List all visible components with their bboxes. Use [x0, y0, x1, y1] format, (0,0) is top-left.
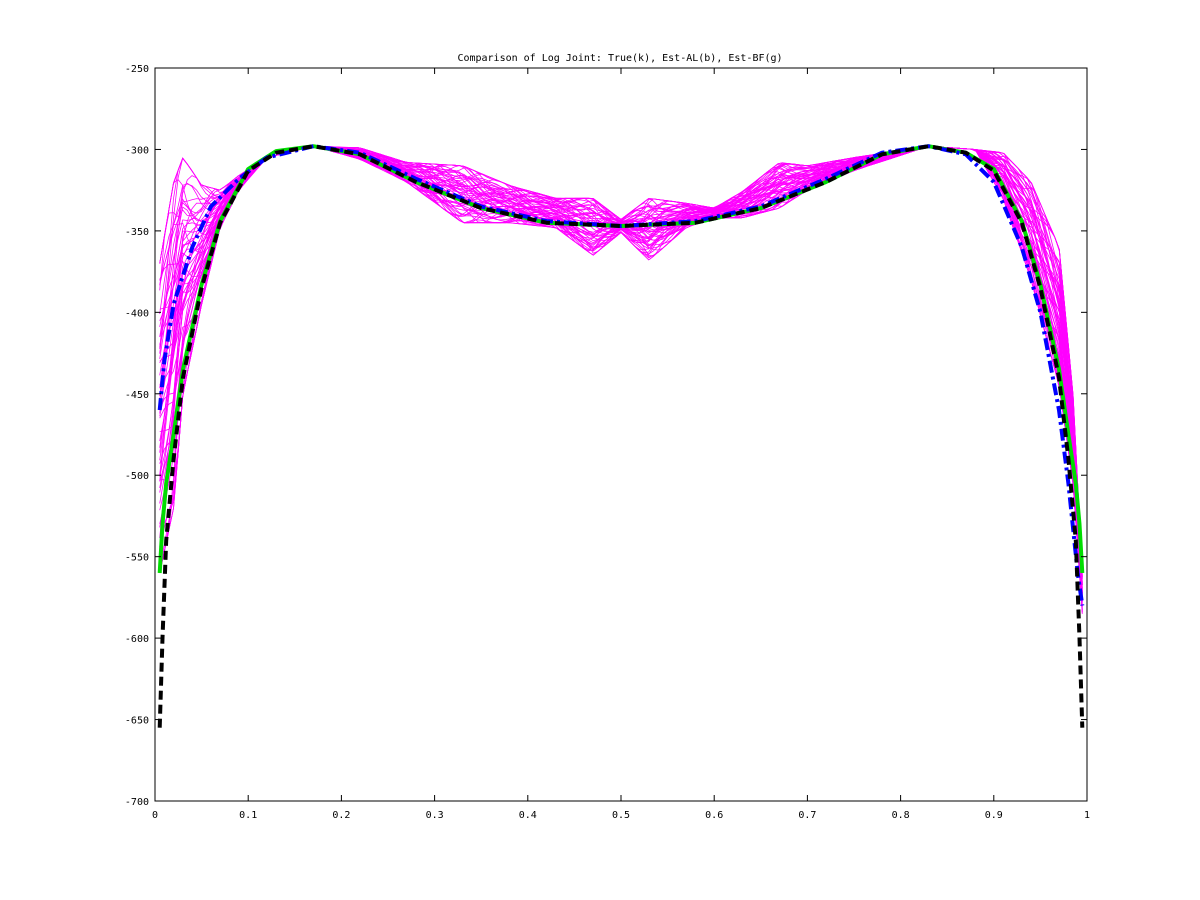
x-tick-label: 0.3: [426, 810, 444, 821]
x-tick-label: 0.9: [985, 810, 1003, 821]
y-tick-label: -400: [125, 308, 149, 319]
series-lines: [157, 144, 1085, 728]
y-tick-label: -600: [125, 634, 149, 645]
x-tick-label: 0.2: [332, 810, 350, 821]
x-tick-label: 0.6: [705, 810, 723, 821]
axis-ticks: 0 0.1 0.2 0.3 0.4 0.5 0.6 0.7 0.8 0.9 1 -250 -300 -35…: [125, 64, 1090, 821]
y-tick-label: -450: [125, 390, 149, 401]
x-tick-label: 0: [152, 810, 158, 821]
y-tick-label: -500: [125, 471, 149, 482]
y-tick-label: -550: [125, 553, 149, 564]
y-tick-label: -700: [125, 797, 149, 808]
y-tick-label: -250: [125, 64, 149, 75]
y-tick-label: -650: [125, 716, 149, 727]
x-tick-label: 1: [1084, 810, 1090, 821]
chart-title: Comparison of Log Joint: True(k), Est-AL…: [457, 53, 782, 64]
x-tick-label: 0.1: [239, 810, 257, 821]
x-tick-label: 0.5: [612, 810, 630, 821]
x-tick-label: 0.4: [519, 810, 537, 821]
series-line-true: [157, 144, 1085, 728]
y-tick-label: -350: [125, 227, 149, 238]
x-tick-label: 0.7: [798, 810, 816, 821]
y-tick-label: -300: [125, 145, 149, 156]
x-tick-label: 0.8: [892, 810, 910, 821]
